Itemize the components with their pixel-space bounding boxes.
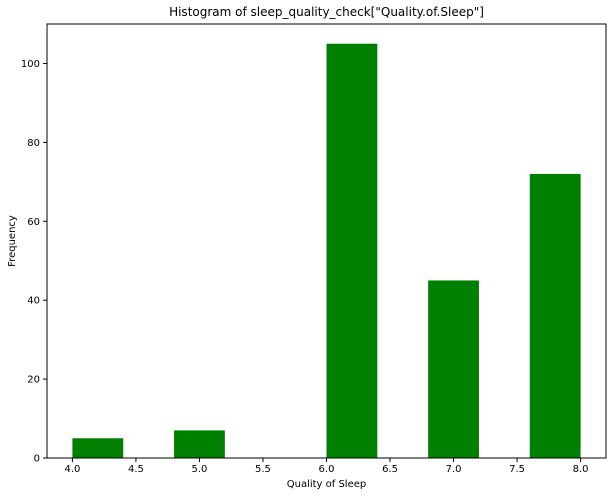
histogram-bar-1 (174, 430, 225, 458)
x-tick-label: 4.5 (128, 464, 144, 475)
y-tick-label: 100 (21, 59, 40, 70)
y-tick-label: 40 (27, 296, 40, 307)
histogram-bar-0 (72, 438, 124, 458)
x-tick-label: 4.0 (64, 464, 80, 475)
y-tick-label: 0 (34, 454, 40, 465)
plot-frame (46, 23, 607, 459)
x-tick-label: 7.5 (509, 464, 525, 475)
plot-area: 4.0 4.5 5.0 5.5 6.0 6.5 7.0 7.5 8.0 0 20 40 60 80 100 (21, 23, 607, 475)
x-tick-label: 6.0 (319, 464, 335, 475)
histogram-bar-3 (428, 280, 479, 458)
y-axis-ticks: 0 20 40 60 80 100 (21, 59, 47, 465)
x-tick-label: 6.5 (382, 464, 398, 475)
histogram-bar-2 (326, 43, 378, 459)
y-tick-label: 20 (27, 375, 40, 386)
x-axis-ticks: 4.0 4.5 5.0 5.5 6.0 6.5 7.0 7.5 8.0 (64, 458, 589, 475)
y-tick-label: 80 (27, 138, 40, 149)
x-tick-label: 8.0 (573, 464, 589, 475)
bars-group (72, 43, 581, 459)
y-axis-label: Frequency (7, 215, 18, 267)
x-tick-label: 5.0 (192, 464, 208, 475)
chart-title: Histogram of sleep_quality_check["Qualit… (169, 5, 484, 19)
x-axis-label: Quality of Sleep (287, 479, 367, 490)
histogram-bar-4 (529, 173, 581, 458)
x-tick-label: 7.0 (446, 464, 462, 475)
x-tick-label: 5.5 (255, 464, 271, 475)
y-tick-label: 60 (27, 217, 40, 228)
